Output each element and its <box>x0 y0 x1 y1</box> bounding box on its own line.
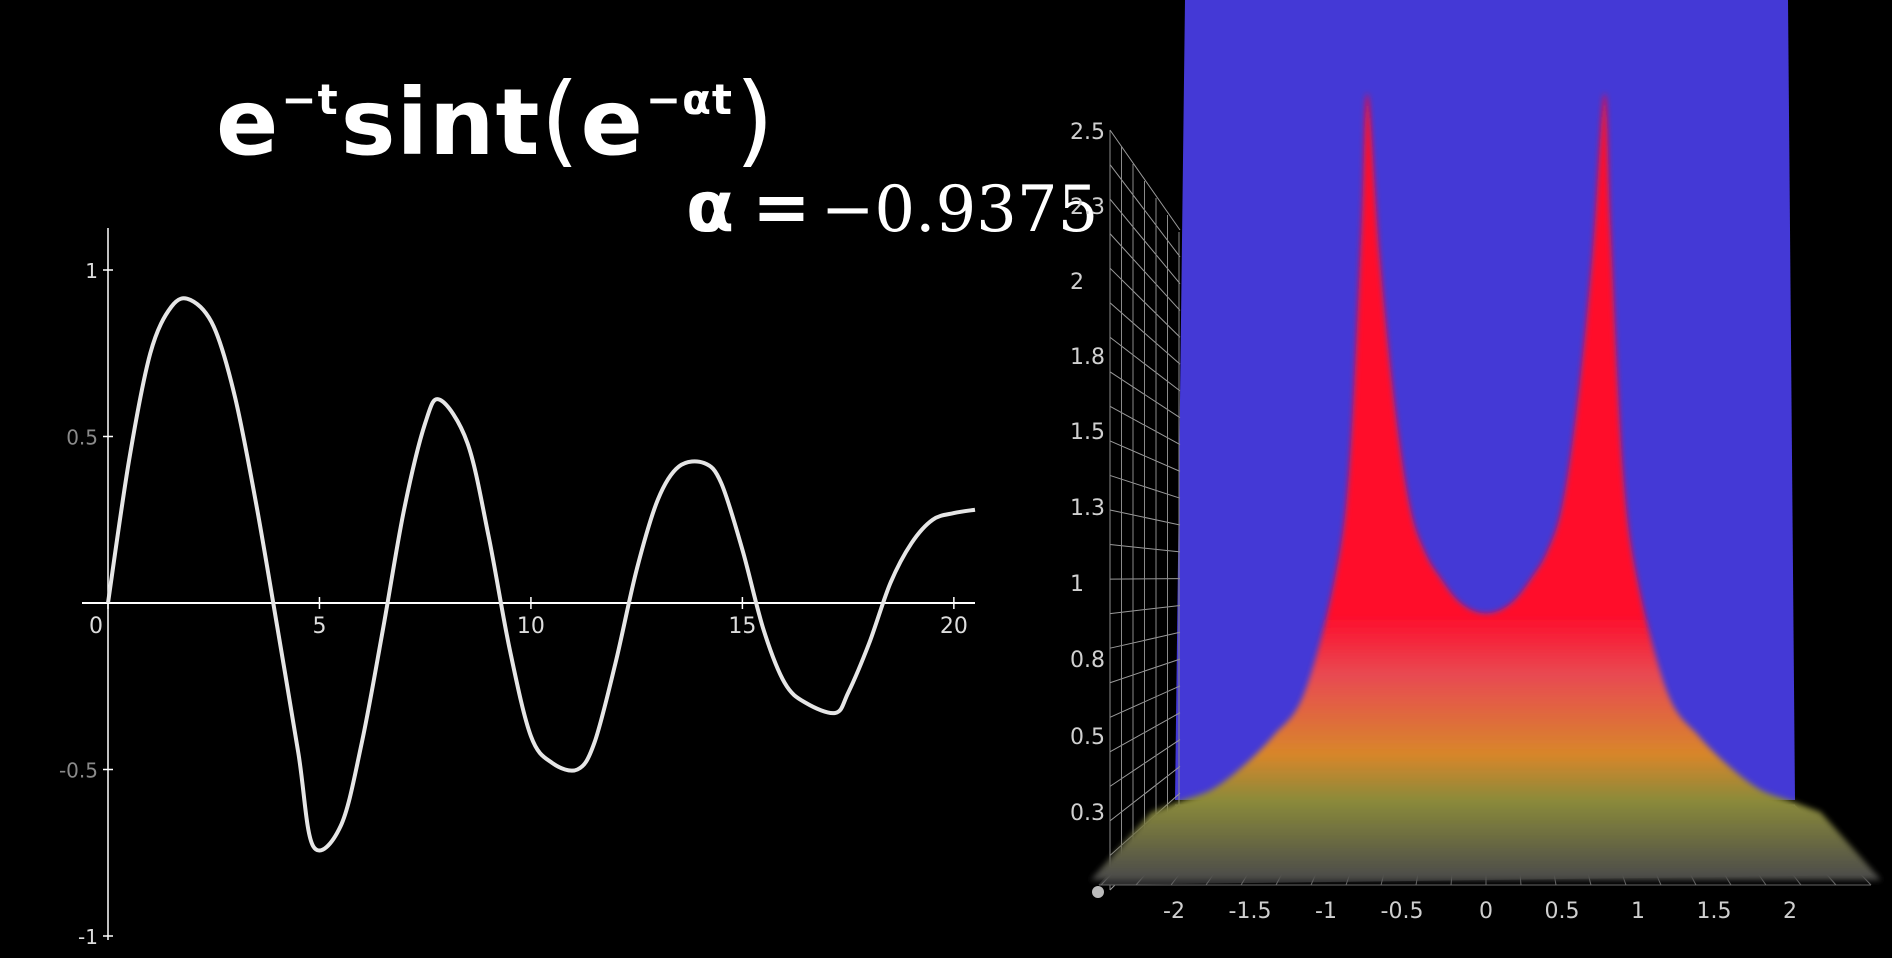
x-tick-label: 0 <box>1479 899 1493 924</box>
y-tick-label: 0.5 <box>66 426 98 450</box>
damped-sine-series-line <box>106 296 976 853</box>
z-tick-label: 1.3 <box>1070 496 1105 521</box>
surface-plot-3d: 2.5 2.3 2 1.8 1.5 1.3 1 0.8 0.5 0.3 -2 -1.5 -1 -0.5 0 0… <box>1070 0 1882 924</box>
formula-sint: sint <box>340 69 541 176</box>
x-tick-label: 2 <box>1783 899 1797 924</box>
x-tick-label: 15 <box>728 614 756 639</box>
z-tick-label: 1.8 <box>1070 345 1105 370</box>
x-tick-label: -2 <box>1163 899 1185 924</box>
formula-base-e-inner: e <box>580 69 644 176</box>
z-tick-label: 0.3 <box>1070 801 1105 826</box>
origin-dot <box>1092 886 1104 898</box>
x-tick-label: 1 <box>1631 899 1645 924</box>
x-tick-label: 0.5 <box>1545 899 1580 924</box>
z-tick-label: 2 <box>1070 270 1084 295</box>
damped-sine-chart: 0 5 10 15 20 1 0.5 -0.5 -1 <box>59 228 976 949</box>
y-tick-label: -1 <box>78 925 98 949</box>
surface-area <box>1090 93 1882 881</box>
surface-ticks: 2.5 2.3 2 1.8 1.5 1.3 1 0.8 0.5 0.3 -2 -1.5 -1 -0.5 0 0… <box>1070 120 1797 924</box>
x-tick-label: -0.5 <box>1381 899 1424 924</box>
formula-title: e−tsint(e−αt) <box>216 70 775 170</box>
alpha-readout: α = −0.9375 <box>686 172 1098 242</box>
z-tick-label: 2.3 <box>1070 195 1105 220</box>
alpha-symbol: α <box>686 166 735 248</box>
z-tick-label: 1 <box>1070 572 1084 597</box>
x-tick-label: 10 <box>517 614 545 639</box>
x-tick-label: 1.5 <box>1697 899 1732 924</box>
z-tick-label: 1.5 <box>1070 420 1105 445</box>
line-chart-ticks: 0 5 10 15 20 1 0.5 -0.5 -1 <box>59 259 968 949</box>
x-tick-label: 20 <box>940 614 968 639</box>
side-grid-line <box>1109 129 1181 231</box>
formula-open-paren: ( <box>540 61 581 178</box>
alpha-value: −0.9375 <box>820 173 1099 247</box>
x-tick-label: 5 <box>312 614 326 639</box>
z-tick-label: 0.8 <box>1070 648 1105 673</box>
y-tick-label: -0.5 <box>59 759 98 783</box>
formula-exponent-minus-t: −t <box>281 75 339 124</box>
formula-base-e: e <box>216 69 280 176</box>
z-tick-label: 2.5 <box>1070 120 1105 145</box>
z-tick-label: 0.5 <box>1070 725 1105 750</box>
y-tick-label: 1 <box>85 259 98 283</box>
x-tick-label: 0 <box>89 614 103 639</box>
surface-side-grid <box>1109 129 1181 891</box>
x-tick-label: -1 <box>1315 899 1337 924</box>
formula-close-paren: ) <box>735 61 776 178</box>
x-tick-label: -1.5 <box>1229 899 1272 924</box>
formula-exponent-minus-alpha-t: −αt <box>645 75 734 124</box>
alpha-equals: = <box>752 166 811 248</box>
line-chart-axes <box>82 228 975 940</box>
